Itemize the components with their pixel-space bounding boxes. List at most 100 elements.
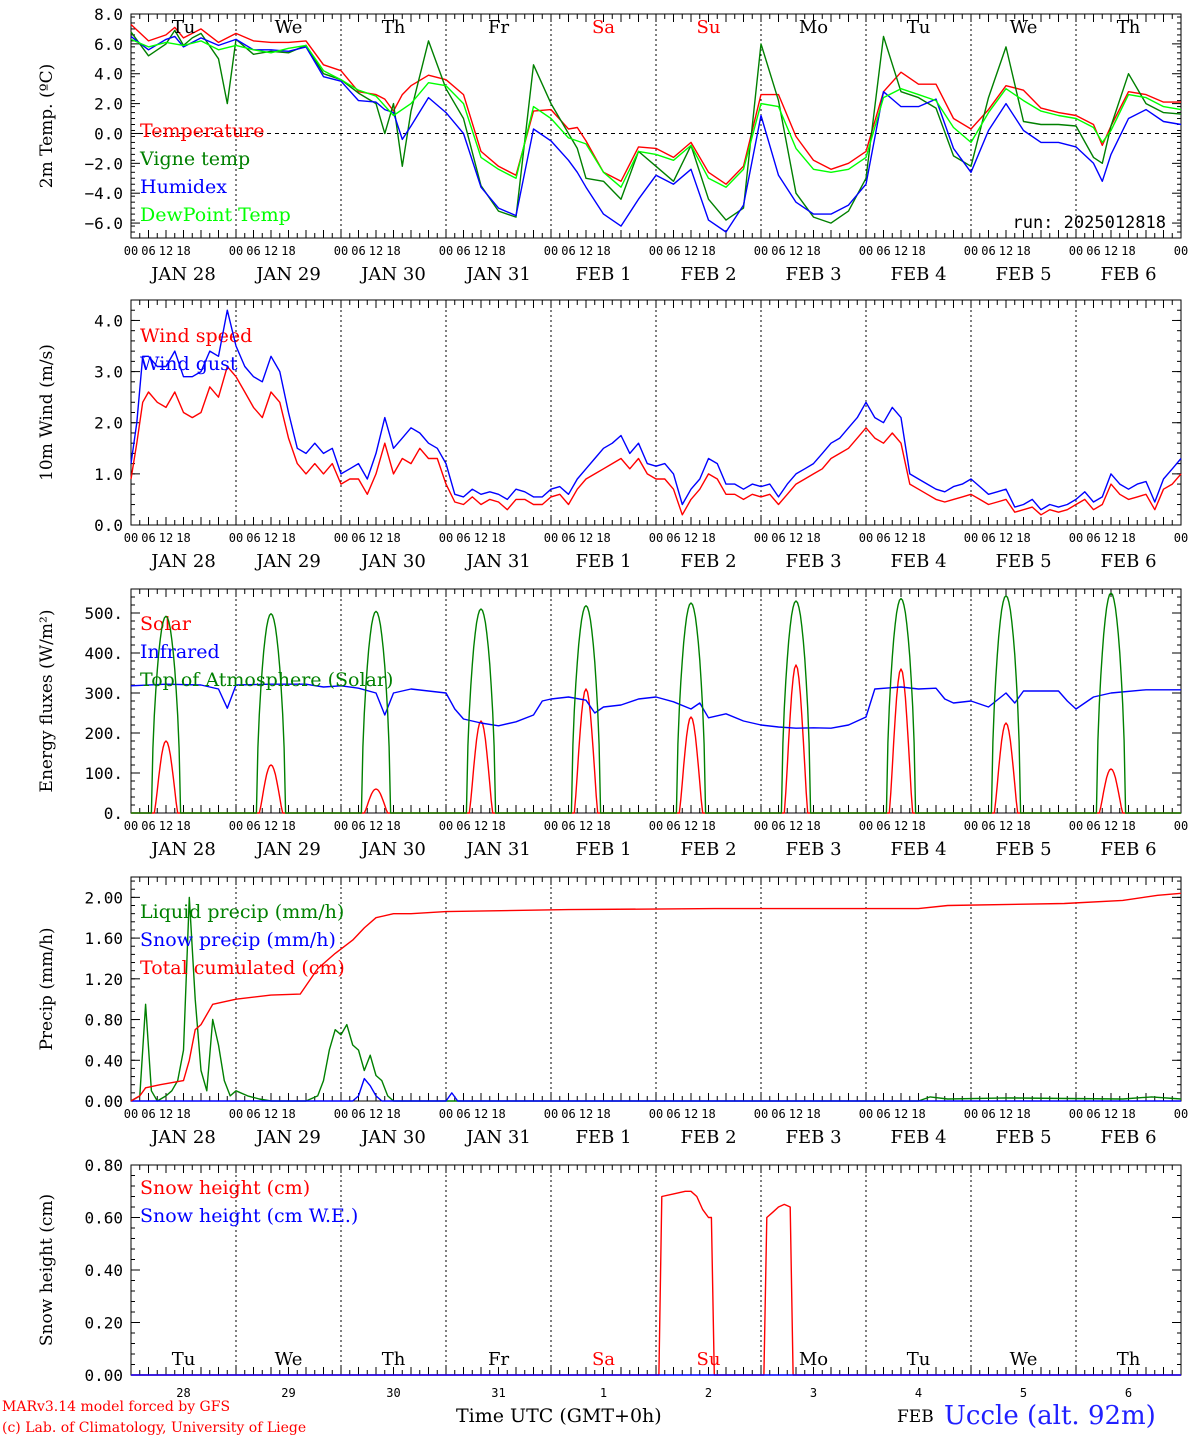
hour-label: 12 xyxy=(789,1107,803,1121)
series-line-snow-precip-mm-h- xyxy=(131,1077,1181,1102)
y-tick-label: 1.0 xyxy=(94,465,123,484)
y-tick-label: 0.0 xyxy=(94,124,123,143)
hour-label: 12 xyxy=(159,531,173,545)
hour-label: 12 xyxy=(264,244,278,258)
hour-label: 00 xyxy=(124,244,138,258)
hour-labels: 00 06 12 18 00 06 12 18 00 06 12 18 00 06 12 18 00 06 12 18… xyxy=(124,244,1188,285)
x-axis xyxy=(130,877,1182,1101)
date-label: JAN 28 xyxy=(149,551,216,572)
hour-label: 06 xyxy=(771,531,785,545)
y-axis-label: Precip (mm/h) xyxy=(37,927,57,1050)
date-label: FEB 2 xyxy=(680,551,736,572)
legend-entry: Snow height (cm) xyxy=(140,1177,310,1199)
hour-label: 00 xyxy=(439,244,453,258)
date-label: JAN 30 xyxy=(359,839,426,860)
date-label: JAN 29 xyxy=(254,839,321,860)
hour-label: 00 xyxy=(439,819,453,833)
hour-label: 18 xyxy=(491,819,505,833)
hour-label: 12 xyxy=(474,819,488,833)
series-line-wind-gust xyxy=(130,309,1182,511)
date-label: FEB 6 xyxy=(1100,264,1156,285)
y-tick-label: 100. xyxy=(84,764,123,783)
y-tick-label: −6.0 xyxy=(84,214,123,233)
weekday-label: Tu xyxy=(907,1349,931,1370)
y-tick-label: 0.20 xyxy=(84,1314,123,1333)
y-axis-label: 10m Wind (m/s) xyxy=(37,344,57,481)
hour-label: 12 xyxy=(474,1107,488,1121)
hour-label: 12 xyxy=(1104,1107,1118,1121)
hour-label: 06 xyxy=(351,531,365,545)
weekday-label: We xyxy=(275,17,303,38)
hour-label: 00 xyxy=(649,819,663,833)
hour-label: 18 xyxy=(491,244,505,258)
x-axis xyxy=(130,1165,1182,1375)
hour-label: 18 xyxy=(281,1107,295,1121)
hour-label: 18 xyxy=(701,244,715,258)
y-axis-label: 2m Temp. (ºC) xyxy=(37,64,57,189)
hour-label: 12 xyxy=(1104,244,1118,258)
hour-label: 18 xyxy=(701,819,715,833)
series-line-wind-speed xyxy=(130,365,1182,516)
hour-label: 12 xyxy=(264,819,278,833)
hour-label: 12 xyxy=(159,244,173,258)
y-tick-label: 2.0 xyxy=(94,95,123,114)
date-label: FEB 2 xyxy=(680,1127,736,1148)
hour-label: 00 xyxy=(544,244,558,258)
station-label: Uccle (alt. 92m) xyxy=(944,1401,1156,1431)
hour-label: 12 xyxy=(894,244,908,258)
y-tick-label: 0.60 xyxy=(84,1209,123,1228)
weekday-label: Th xyxy=(1117,17,1141,38)
weekday-label: Su xyxy=(697,1349,721,1370)
hour-label: 06 xyxy=(981,1107,995,1121)
hour-label: 12 xyxy=(789,819,803,833)
date-label: FEB 3 xyxy=(785,264,841,285)
hour-label: 12 xyxy=(999,819,1013,833)
y-tick-label: 300. xyxy=(84,684,123,703)
date-label: FEB 5 xyxy=(995,839,1051,860)
hour-label: 06 xyxy=(246,244,260,258)
hour-label: 00 xyxy=(1174,1107,1188,1121)
day-number: 3 xyxy=(810,1386,817,1400)
weekday-label: We xyxy=(1010,1349,1038,1370)
legend-entry: Wind gust xyxy=(140,353,238,375)
hour-label: 18 xyxy=(1016,1107,1030,1121)
y-tick-label: 0.40 xyxy=(84,1261,123,1280)
hour-label: 00 xyxy=(334,819,348,833)
x-axis-title: Time UTC (GMT+0h) xyxy=(456,1405,662,1427)
hour-label: 12 xyxy=(894,531,908,545)
date-label: JAN 29 xyxy=(254,551,321,572)
hour-label: 06 xyxy=(561,531,575,545)
hour-label: 18 xyxy=(1121,1107,1135,1121)
hour-label: 06 xyxy=(456,819,470,833)
series-line-dewpoint-temp xyxy=(130,38,1182,188)
date-label: JAN 30 xyxy=(359,551,426,572)
hour-label: 18 xyxy=(1016,531,1030,545)
hour-label: 00 xyxy=(1069,531,1083,545)
date-label: JAN 30 xyxy=(359,1127,426,1148)
weekday-label: Th xyxy=(382,17,406,38)
series-line-top-of-atmosphere-solar- xyxy=(131,592,1181,814)
hour-label: 00 xyxy=(544,531,558,545)
panel-temp: 8.0 6.0 4.0 2.0 0.0 −2.0 −4.0 −6.0 2m Temp. (ºC)… xyxy=(37,5,1188,285)
hour-label: 00 xyxy=(1174,244,1188,258)
weekday-label: Fr xyxy=(488,17,509,38)
hour-label: 06 xyxy=(561,244,575,258)
legend-entry: Wind speed xyxy=(140,325,252,347)
legend-entry: Snow precip (mm/h) xyxy=(140,929,336,951)
hour-label: 00 xyxy=(754,1107,768,1121)
hour-label: 18 xyxy=(596,819,610,833)
hour-label: 00 xyxy=(649,244,663,258)
hour-label: 12 xyxy=(684,244,698,258)
legend-entry: Top of Atmosphere (Solar) xyxy=(140,669,393,691)
hour-label: 18 xyxy=(596,244,610,258)
day-number: 31 xyxy=(491,1386,505,1400)
series-line-humidex xyxy=(130,35,1182,233)
hour-label: 12 xyxy=(369,1107,383,1121)
hour-label: 12 xyxy=(369,244,383,258)
hour-label: 12 xyxy=(894,819,908,833)
weekday-label: We xyxy=(1010,17,1038,38)
date-label: FEB 4 xyxy=(890,264,946,285)
x-axis xyxy=(130,14,1182,238)
hour-label: 06 xyxy=(351,244,365,258)
